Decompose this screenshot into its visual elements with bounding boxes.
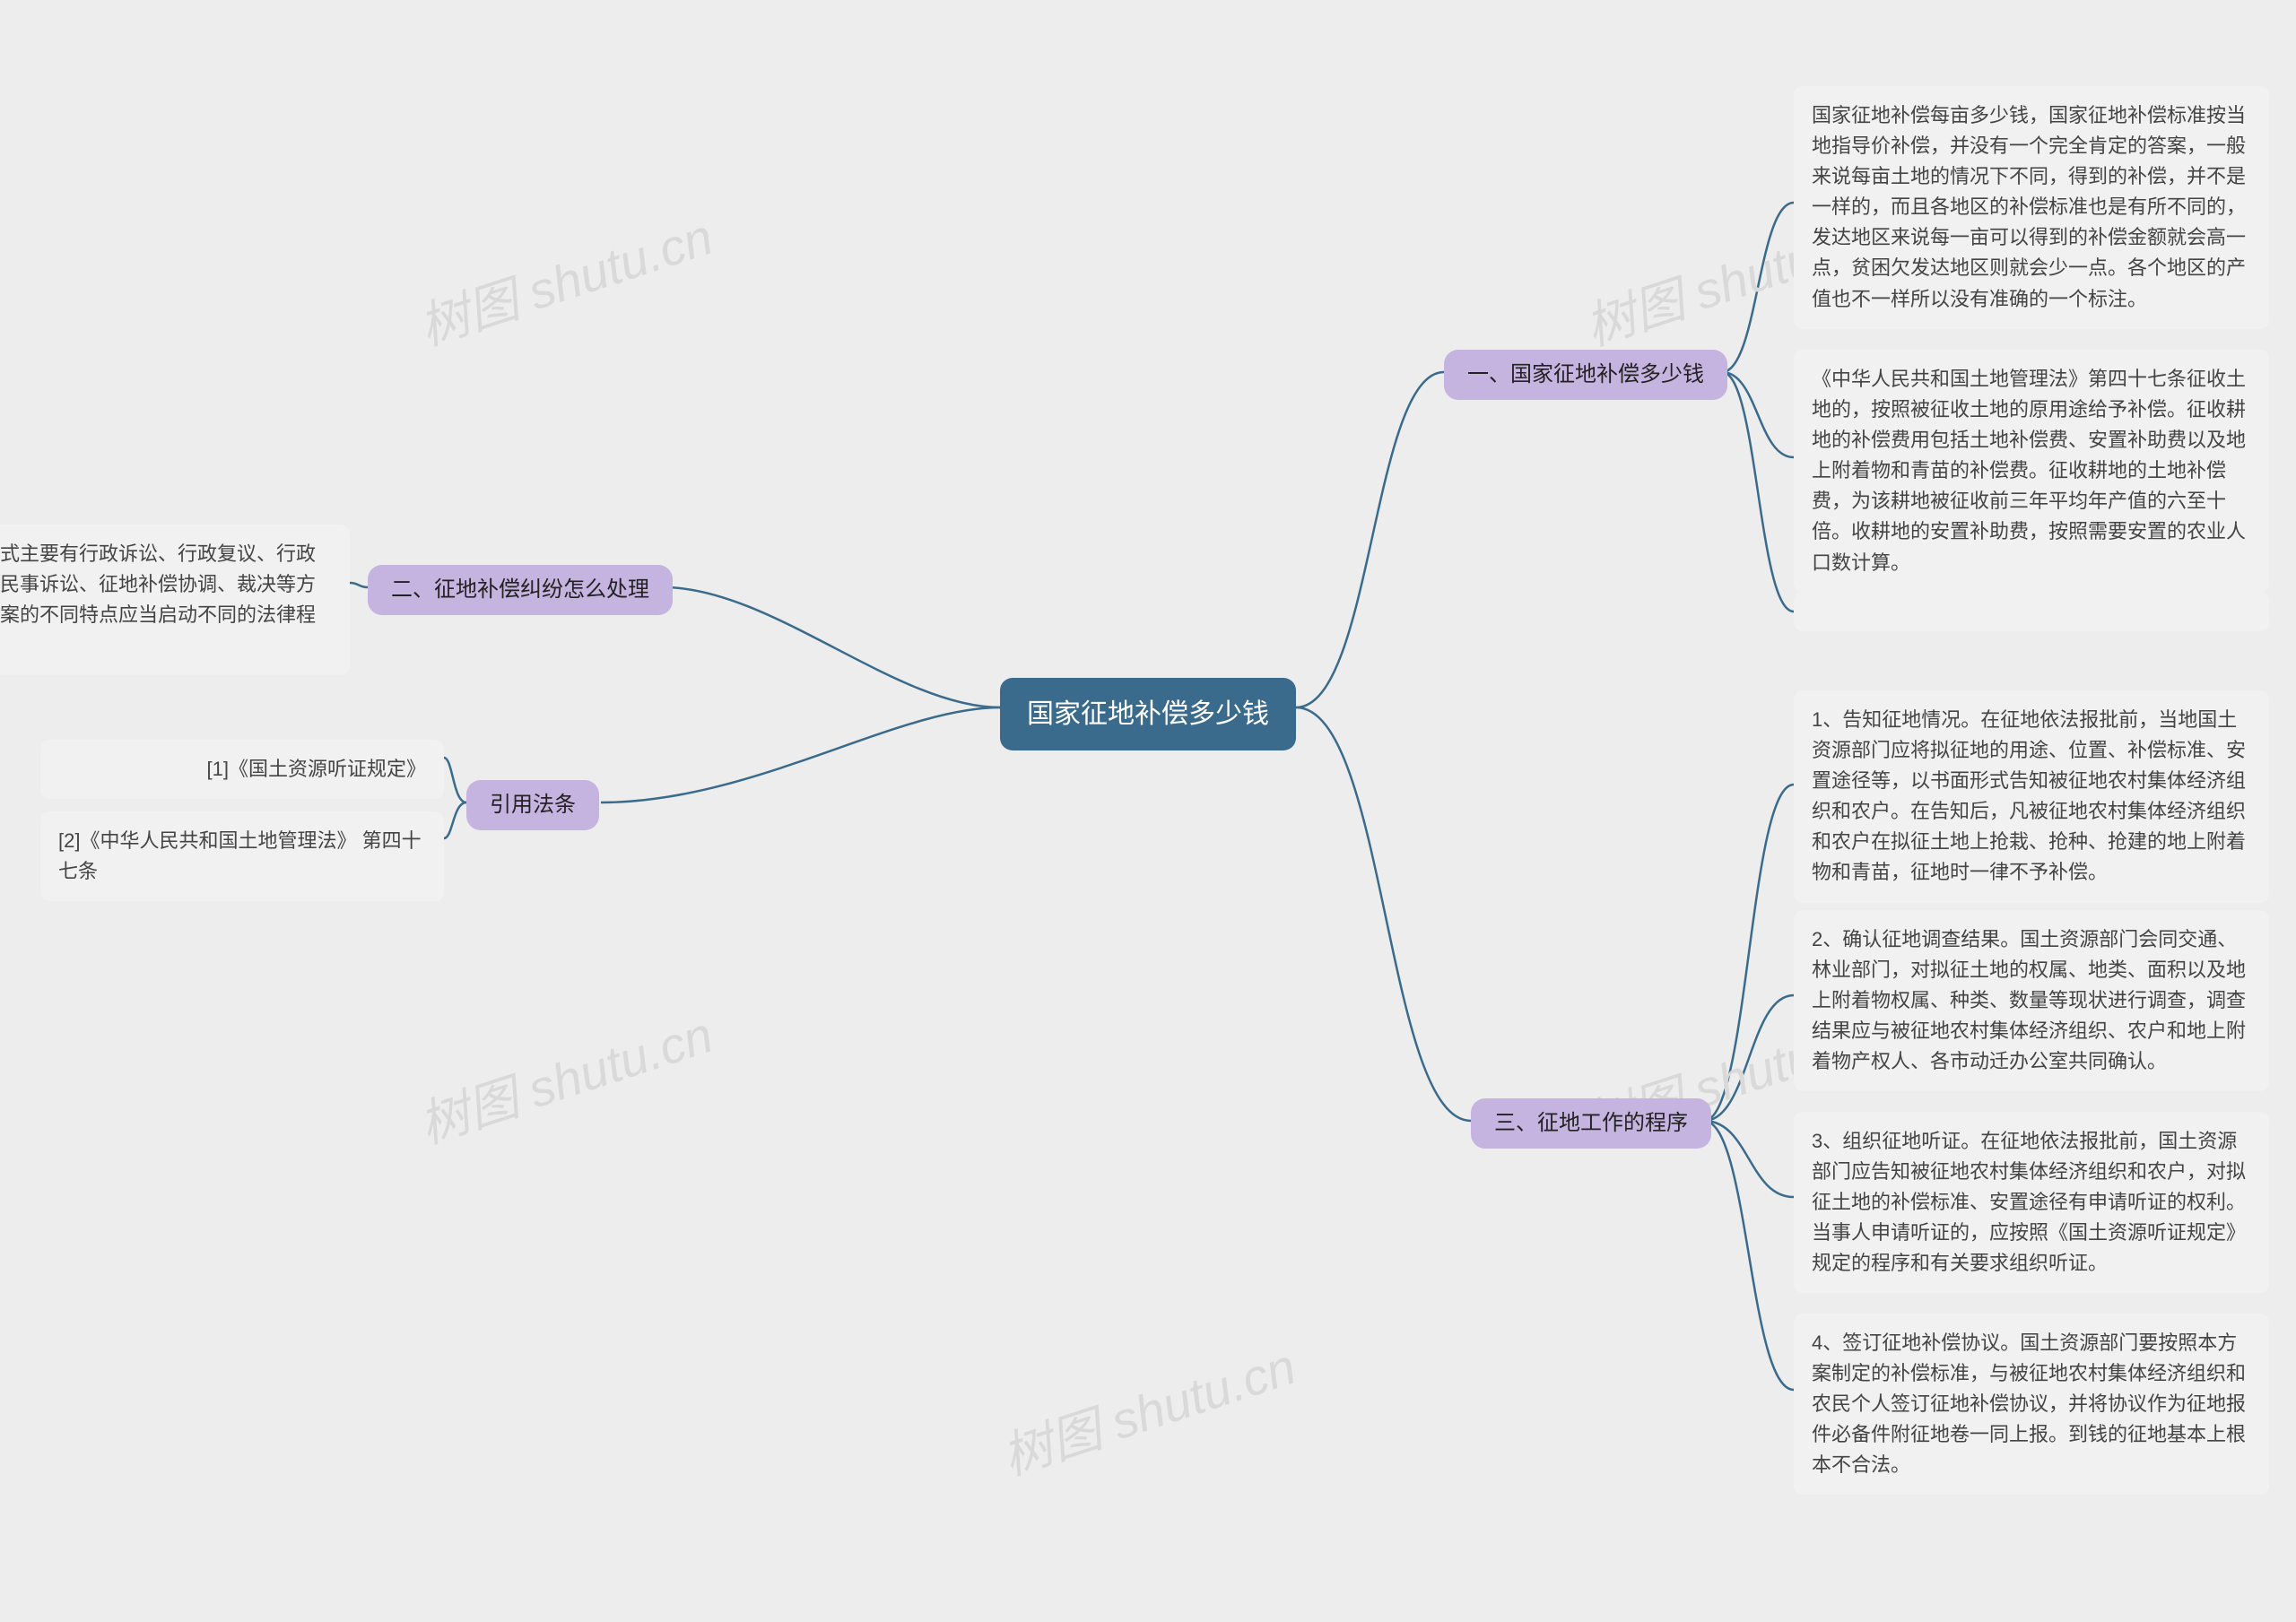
connector <box>1704 1121 1794 1390</box>
leaf-b1-0[interactable]: 国家征地补偿每亩多少钱，国家征地补偿标准按当地指导价补偿，并没有一个完全肯定的答… <box>1794 86 2269 329</box>
leaf-b4-0[interactable]: [1]《国土资源听证规定》 <box>40 740 444 799</box>
leaf-b4-1[interactable]: [2]《中华人民共和国土地管理法》 第四十七条 <box>40 811 444 901</box>
root-node[interactable]: 国家征地补偿多少钱 <box>1000 678 1296 750</box>
branch-b2[interactable]: 二、征地补偿纠纷怎么处理 <box>368 565 673 615</box>
watermark: 树图 shutu.cn <box>409 995 721 1158</box>
connector <box>1704 785 1794 1121</box>
connector <box>350 583 368 587</box>
connector <box>601 707 1000 802</box>
connector <box>444 758 466 802</box>
leaf-b1-2[interactable] <box>1794 592 2269 631</box>
leaf-b3-3[interactable]: 4、签订征地补偿协议。国土资源部门要按照本方案制定的补偿标准，与被征地农村集体经… <box>1794 1314 2269 1495</box>
connector <box>1722 203 1794 372</box>
connector <box>664 587 1000 707</box>
connector <box>1296 707 1471 1121</box>
branch-b1[interactable]: 一、国家征地补偿多少钱 <box>1444 350 1727 400</box>
leaf-b2-0[interactable]: 法律处理方式主要有行政诉讼、行政复议、行政复议裁决、民事诉讼、征地补偿协调、裁决… <box>0 525 350 675</box>
connector <box>1722 372 1794 612</box>
leaf-b3-1[interactable]: 2、确认征地调查结果。国土资源部门会同交通、林业部门，对拟征土地的权属、地类、面… <box>1794 910 2269 1091</box>
connector <box>444 802 466 838</box>
connector <box>1704 1121 1794 1197</box>
leaf-b3-0[interactable]: 1、告知征地情况。在征地依法报批前，当地国土资源部门应将拟征地的用途、位置、补偿… <box>1794 690 2269 903</box>
branch-b3[interactable]: 三、征地工作的程序 <box>1471 1098 1711 1149</box>
leaf-b3-2[interactable]: 3、组织征地听证。在征地依法报批前，国土资源部门应告知被征地农村集体经济组织和农… <box>1794 1112 2269 1293</box>
connector <box>1704 995 1794 1121</box>
connector <box>1722 372 1794 457</box>
watermark: 树图 shutu.cn <box>409 197 721 360</box>
watermark: 树图 shutu.cn <box>992 1327 1304 1490</box>
leaf-b1-1[interactable]: 《中华人民共和国土地管理法》第四十七条征收土地的，按照被征收土地的原用途给予补偿… <box>1794 350 2269 593</box>
connector <box>1296 372 1444 707</box>
branch-b4[interactable]: 引用法条 <box>466 780 599 830</box>
